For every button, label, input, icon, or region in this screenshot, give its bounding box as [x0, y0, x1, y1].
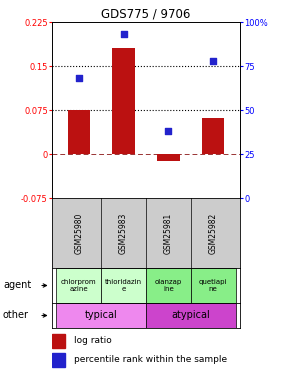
Text: agent: agent [3, 280, 31, 291]
Bar [52, 334, 65, 348]
Text: GSM25982: GSM25982 [209, 212, 218, 254]
Text: atypical: atypical [171, 310, 210, 321]
Point [211, 58, 215, 64]
Text: log ratio: log ratio [74, 336, 112, 345]
Point [121, 32, 126, 38]
Bar [146, 268, 191, 303]
Bar [57, 303, 146, 328]
Bar [101, 268, 146, 303]
Bar [157, 154, 180, 161]
Text: quetiapi
ne: quetiapi ne [199, 279, 227, 292]
Bar [146, 303, 235, 328]
Text: chlorprom
azine: chlorprom azine [61, 279, 97, 292]
Point [166, 128, 171, 134]
Text: other: other [3, 310, 29, 321]
Text: percentile rank within the sample: percentile rank within the sample [74, 356, 227, 364]
Text: GSM25980: GSM25980 [74, 212, 83, 254]
Text: olanzap
ine: olanzap ine [155, 279, 182, 292]
Bar [191, 268, 235, 303]
Bar [113, 48, 135, 154]
Bar [57, 268, 101, 303]
Point [77, 75, 81, 81]
Bar [52, 353, 65, 367]
Bar [202, 118, 224, 154]
Text: GSM25981: GSM25981 [164, 212, 173, 254]
Text: thioridazin
e: thioridazin e [105, 279, 142, 292]
Bar [68, 110, 90, 154]
Title: GDS775 / 9706: GDS775 / 9706 [101, 8, 191, 21]
Text: GSM25983: GSM25983 [119, 212, 128, 254]
Text: typical: typical [85, 310, 118, 321]
